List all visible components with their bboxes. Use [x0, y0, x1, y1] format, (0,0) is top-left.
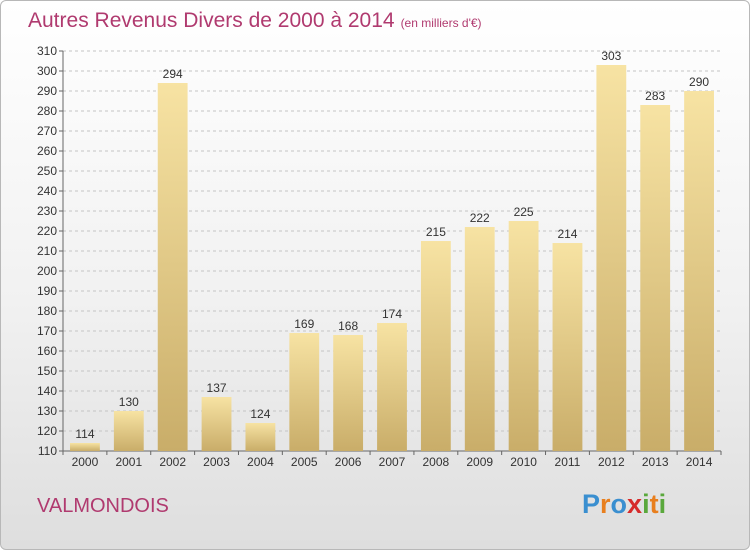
bar-value-label: 290 — [689, 75, 709, 89]
y-tick-label: 190 — [37, 284, 57, 298]
x-tick-label: 2001 — [115, 455, 142, 469]
y-tick-label: 200 — [37, 264, 57, 278]
y-tick-label: 180 — [37, 304, 57, 318]
bar — [245, 423, 276, 451]
bar — [201, 397, 232, 451]
x-tick-label: 2014 — [686, 455, 713, 469]
logo-letter: r — [600, 489, 611, 519]
x-tick-label: 2007 — [379, 455, 406, 469]
y-tick-label: 240 — [37, 184, 57, 198]
bar — [333, 335, 364, 451]
y-tick-label: 230 — [37, 204, 57, 218]
bar — [596, 65, 627, 451]
y-tick-label: 150 — [37, 364, 57, 378]
bar-value-label: 294 — [163, 67, 183, 81]
y-tick-label: 160 — [37, 344, 57, 358]
bar — [113, 411, 144, 451]
y-tick-label: 120 — [37, 424, 57, 438]
bar — [684, 91, 714, 451]
y-tick-label: 210 — [37, 244, 57, 258]
x-tick-label: 2012 — [598, 455, 625, 469]
bar — [70, 443, 100, 451]
x-tick-label: 2005 — [291, 455, 318, 469]
logo-letter: i — [642, 489, 650, 519]
commune-name: VALMONDOIS — [37, 495, 169, 517]
x-tick-label: 2011 — [555, 455, 581, 469]
x-tick-label: 2008 — [423, 455, 450, 469]
bar-value-label: 130 — [119, 395, 139, 409]
x-tick-label: 2003 — [203, 455, 230, 469]
bar — [289, 333, 320, 451]
bar-value-label: 124 — [250, 407, 270, 421]
bar — [420, 241, 451, 451]
x-tick-label: 2002 — [159, 455, 186, 469]
logo-letter: i — [658, 489, 667, 519]
bar — [640, 105, 671, 451]
bar — [157, 83, 188, 451]
y-tick-label: 130 — [37, 404, 57, 418]
x-tick-label: 2013 — [642, 455, 669, 469]
bar-value-label: 168 — [338, 319, 358, 333]
logo-letter: o — [610, 489, 628, 519]
x-tick-label: 2010 — [510, 455, 537, 469]
bar — [552, 243, 583, 451]
bar — [464, 227, 495, 451]
bar-value-label: 303 — [601, 49, 621, 63]
y-tick-label: 270 — [37, 124, 57, 138]
bar — [377, 323, 407, 451]
y-tick-label: 140 — [37, 384, 57, 398]
y-tick-label: 300 — [37, 64, 57, 78]
x-tick-label: 2006 — [335, 455, 362, 469]
logo-letter: t — [649, 489, 659, 519]
y-tick-label: 310 — [37, 44, 57, 58]
bar-value-label: 214 — [557, 227, 577, 241]
logo-letter: P — [582, 489, 601, 519]
y-tick-label: 290 — [37, 84, 57, 98]
title-text: Autres Revenus Divers de 2000 à 2014 — [28, 9, 395, 32]
bar-value-label: 222 — [470, 211, 490, 225]
bar-value-label: 283 — [645, 89, 665, 103]
proxiti-logo: Proxiti — [582, 489, 666, 520]
bar-value-label: 114 — [75, 427, 94, 441]
bar-value-label: 169 — [294, 317, 314, 331]
chart-title: Autres Revenus Divers de 2000 à 2014 (en … — [28, 9, 482, 33]
x-tick-label: 2004 — [247, 455, 274, 469]
y-tick-label: 260 — [37, 144, 57, 158]
y-tick-label: 220 — [37, 224, 57, 238]
logo-letter: x — [627, 489, 643, 519]
unit-text: (en milliers d'€) — [400, 16, 482, 30]
x-tick-label: 2000 — [72, 455, 99, 469]
bar — [508, 221, 539, 451]
y-tick-label: 170 — [37, 324, 57, 338]
bar-value-label: 137 — [207, 381, 227, 395]
bar-value-label: 215 — [426, 225, 446, 239]
bar-value-label: 174 — [382, 307, 402, 321]
bar-value-label: 225 — [514, 205, 534, 219]
y-tick-label: 280 — [37, 104, 57, 118]
y-tick-label: 250 — [37, 164, 57, 178]
y-tick-label: 110 — [38, 444, 57, 458]
x-tick-label: 2009 — [466, 455, 493, 469]
